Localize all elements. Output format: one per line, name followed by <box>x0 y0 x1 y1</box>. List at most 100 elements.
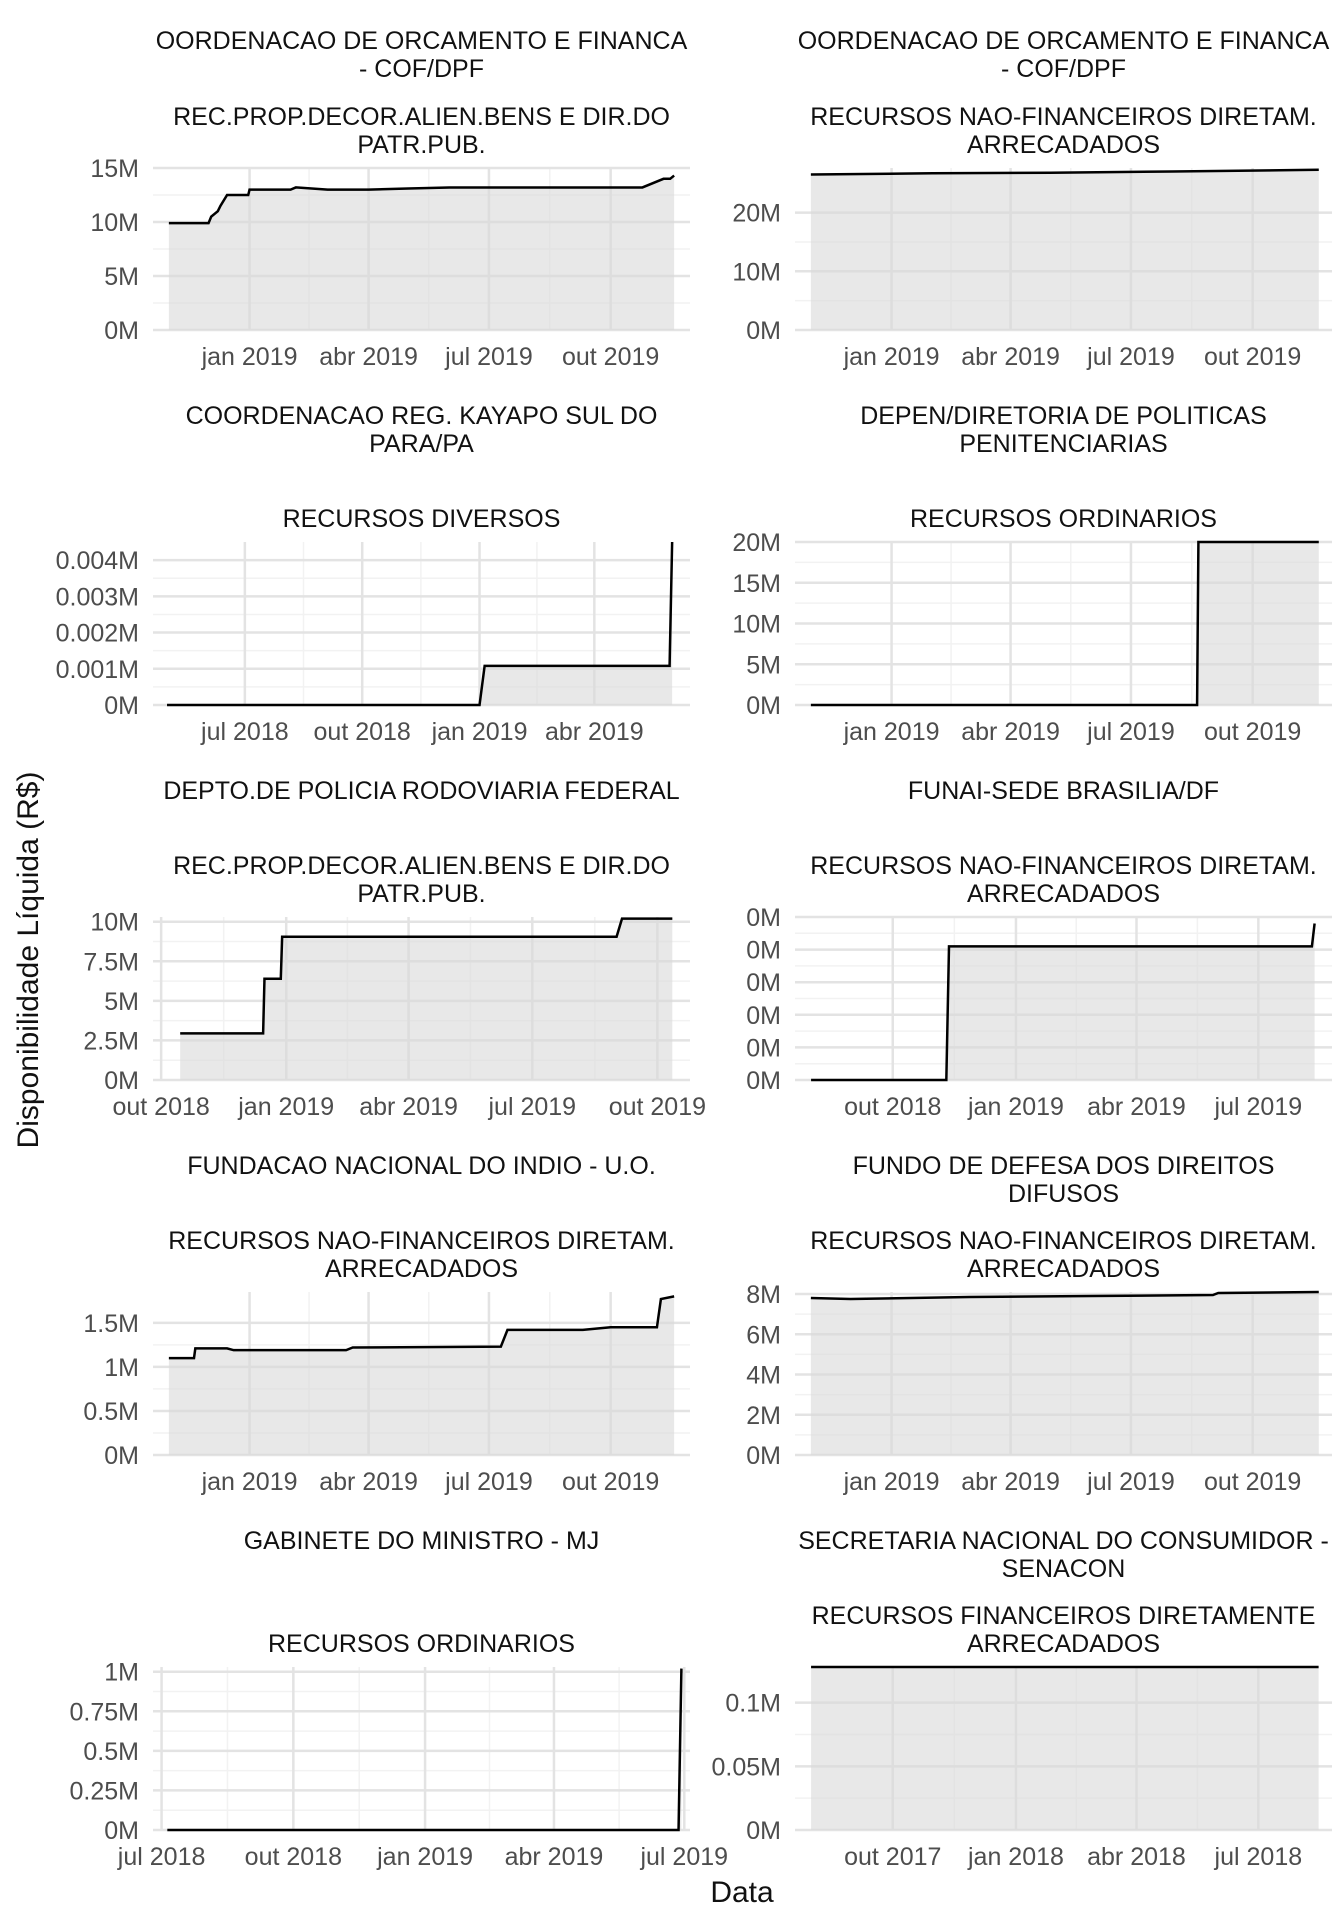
x-tick-label: jan 2019 <box>201 1468 298 1496</box>
x-tick-label: jan 2018 <box>967 1843 1064 1871</box>
panel-title: GABINETE DO MINISTRO - MJ <box>244 1527 600 1555</box>
series-line <box>810 540 1319 707</box>
y-tick-label: 2.5M <box>83 1027 139 1055</box>
chart-panel: jan 2019 abr 2019 jul 2019 out 2019 0M 10M 20M… <box>732 27 1332 371</box>
chart-panel: jul 2018 out 2018 jan 2019 abr 2019 jul 2019… <box>70 1527 729 1871</box>
y-tick-label: 4M <box>746 1362 781 1390</box>
x-tick-label: out 2019 <box>562 1468 659 1496</box>
y-tick-label: 0M <box>746 937 781 965</box>
panel-title: DIFUSOS <box>1008 1180 1119 1208</box>
y-tick-label: 0M <box>104 317 139 345</box>
x-tick-label: jul 2019 <box>1214 1093 1303 1121</box>
panel-subtitle: RECURSOS DIVERSOS <box>283 505 561 533</box>
panel-subtitle: RECURSOS ORDINARIOS <box>268 1630 575 1658</box>
series-area <box>168 175 675 330</box>
panel-title: FUNAI-SEDE BRASILIA/DF <box>908 777 1219 805</box>
x-tick-label: jul 2019 <box>1086 1468 1175 1496</box>
panel-title: COORDENACAO REG. KAYAPO SUL DO <box>186 402 658 430</box>
x-tick-label: jul 2019 <box>444 343 533 371</box>
y-tick-label: 1M <box>104 1659 139 1687</box>
y-tick-label: 2M <box>746 1402 781 1430</box>
y-tick-label: 0M <box>104 1067 139 1095</box>
panel-subtitle: RECURSOS NAO-FINANCEIROS DIRETAM. <box>810 103 1317 131</box>
series-area <box>810 1292 1319 1455</box>
y-tick-label: 0.004M <box>56 547 139 575</box>
x-tick-label: out 2019 <box>562 343 659 371</box>
panel-subtitle: ARRECADADOS <box>325 1255 518 1283</box>
y-tick-label: 0M <box>746 692 781 720</box>
x-tick-label: abr 2019 <box>505 1843 604 1871</box>
y-tick-label: 0M <box>746 1067 781 1095</box>
chart-panel: out 2018 jan 2019 abr 2019 jul 2019 0M 0M 0M 0M… <box>746 777 1332 1121</box>
y-tick-label: 20M <box>732 529 781 557</box>
panel-subtitle: ARRECADADOS <box>967 1255 1160 1283</box>
series-line <box>168 174 675 225</box>
y-tick-label: 0.1M <box>725 1690 781 1718</box>
y-tick-label: 0.001M <box>56 656 139 684</box>
x-tick-label: abr 2019 <box>359 1093 458 1121</box>
series-line <box>811 923 1316 1082</box>
series-area <box>811 1667 1319 1830</box>
y-tick-label: 10M <box>90 909 139 937</box>
x-tick-label: jan 2019 <box>843 1468 940 1496</box>
y-tick-label: 0M <box>746 1817 781 1845</box>
x-tick-label: out 2019 <box>1204 1468 1301 1496</box>
x-tick-label: abr 2019 <box>1087 1093 1186 1121</box>
series-line <box>167 1668 683 1832</box>
y-tick-label: 0M <box>746 1034 781 1062</box>
panel-subtitle: RECURSOS FINANCEIROS DIRETAMENTE <box>812 1602 1316 1630</box>
x-tick-label: abr 2019 <box>961 718 1060 746</box>
x-tick-label: jan 2019 <box>237 1093 334 1121</box>
y-tick-label: 15M <box>90 155 139 183</box>
y-tick-label: 0.25M <box>70 1777 139 1805</box>
y-tick-label: 5M <box>746 651 781 679</box>
y-tick-label: 0.003M <box>56 583 139 611</box>
x-tick-label: jul 2019 <box>639 1843 728 1871</box>
chart-panels: jan 2019 abr 2019 jul 2019 out 2019 0M 5M 10M 1… <box>56 27 1332 1871</box>
series-area <box>180 918 673 1080</box>
y-tick-label: 10M <box>732 258 781 286</box>
x-tick-label: jul 2019 <box>444 1468 533 1496</box>
panel-subtitle: REC.PROP.DECOR.ALIEN.BENS E DIR.DO <box>173 103 670 131</box>
y-tick-label: 1M <box>104 1354 139 1382</box>
panel-title: DEPEN/DIRETORIA DE POLITICAS <box>860 402 1267 430</box>
x-tick-label: jan 2019 <box>431 718 528 746</box>
x-tick-label: abr 2019 <box>319 343 418 371</box>
panel-subtitle: PATR.PUB. <box>357 131 485 159</box>
x-axis-title: Data <box>710 1876 774 1909</box>
series-area <box>810 169 1319 330</box>
y-tick-label: 0.002M <box>56 620 139 648</box>
x-tick-label: out 2018 <box>112 1093 209 1121</box>
y-tick-label: 6M <box>746 1321 781 1349</box>
series-area <box>811 923 1315 1080</box>
panel-subtitle: RECURSOS ORDINARIOS <box>910 505 1217 533</box>
x-tick-label: jul 2018 <box>200 718 289 746</box>
series-line <box>167 541 674 707</box>
y-tick-label: 7.5M <box>83 948 139 976</box>
x-tick-label: jan 2019 <box>843 718 940 746</box>
x-tick-label: jul 2018 <box>117 1843 206 1871</box>
panel-title: SECRETARIA NACIONAL DO CONSUMIDOR - <box>798 1527 1329 1555</box>
x-tick-label: out 2019 <box>609 1093 706 1121</box>
y-tick-label: 0M <box>746 1002 781 1030</box>
x-tick-label: out 2018 <box>245 1843 342 1871</box>
y-tick-label: 1.5M <box>83 1310 139 1338</box>
y-tick-label: 10M <box>90 209 139 237</box>
y-tick-label: 5M <box>104 263 139 291</box>
x-tick-label: jan 2019 <box>201 343 298 371</box>
y-tick-label: 0.5M <box>83 1738 139 1766</box>
chart-panel: jan 2019 abr 2019 jul 2019 out 2019 0M 5M 10M 1… <box>90 27 690 371</box>
chart-panel: out 2017 jan 2018 abr 2018 jul 2018 0M 0.05M 0… <box>712 1527 1332 1871</box>
x-tick-label: jul 2019 <box>1086 718 1175 746</box>
y-tick-label: 0M <box>104 1817 139 1845</box>
chart-panel: jan 2019 abr 2019 jul 2019 out 2019 0M 5M 10M 1… <box>732 402 1332 746</box>
x-tick-label: abr 2019 <box>961 1468 1060 1496</box>
panel-title: PENITENCIARIAS <box>959 430 1167 458</box>
x-tick-label: jul 2019 <box>1086 343 1175 371</box>
series-line <box>810 168 1319 176</box>
panel-title: SENACON <box>1002 1555 1126 1583</box>
panel-title: OORDENACAO DE ORCAMENTO E FINANCA <box>798 27 1330 55</box>
panel-title: FUNDACAO NACIONAL DO INDIO - U.O. <box>187 1152 656 1180</box>
panel-subtitle: ARRECADADOS <box>967 131 1160 159</box>
